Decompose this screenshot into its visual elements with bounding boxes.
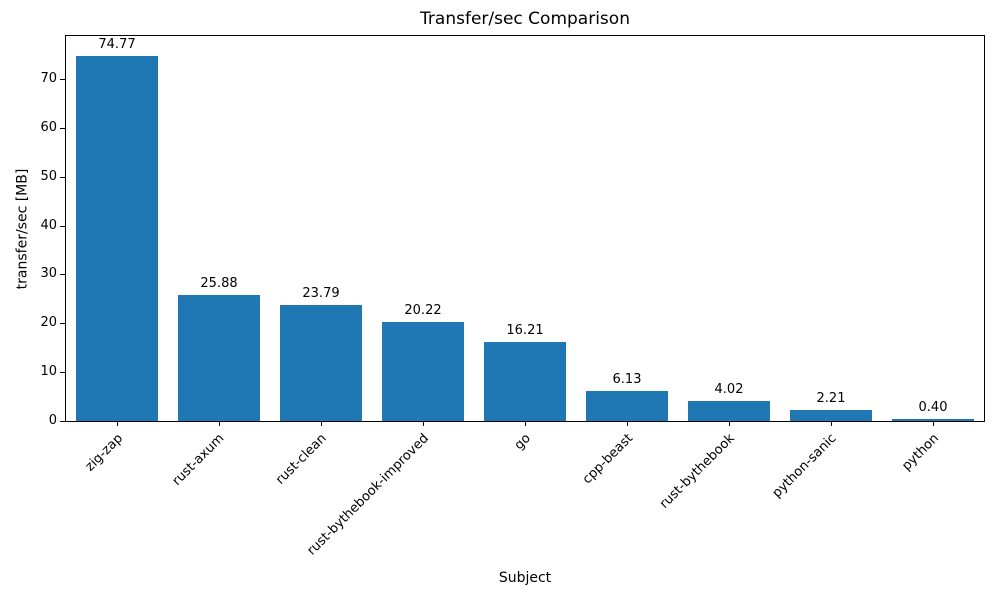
bar-value-label: 16.21 xyxy=(506,322,544,338)
bar-value-label: 0.40 xyxy=(918,400,948,416)
x-tick-label: go xyxy=(511,431,534,454)
y-tick-label: 60 xyxy=(40,119,57,135)
x-tick-label: rust-bythebook xyxy=(656,431,738,512)
bar-rust-clean xyxy=(280,304,362,421)
x-tick-mark xyxy=(525,421,526,426)
y-tick-label: 20 xyxy=(40,315,57,331)
bar-value-label: 6.13 xyxy=(612,372,642,388)
y-tick-mark xyxy=(60,176,65,178)
x-tick-mark xyxy=(627,421,628,426)
y-tick-mark xyxy=(60,225,65,227)
x-tick-mark xyxy=(117,421,118,426)
bar-value-label: 25.88 xyxy=(200,275,238,291)
y-tick-mark xyxy=(60,421,65,422)
y-tick-mark xyxy=(60,372,65,374)
bar-value-label: 23.79 xyxy=(302,285,340,301)
x-tick-label: cpp-beast xyxy=(579,431,636,488)
y-tick-mark xyxy=(60,323,65,325)
bar-cpp-beast xyxy=(586,391,668,421)
bar-rust-bythebook xyxy=(688,401,770,421)
y-tick-label: 50 xyxy=(40,168,57,184)
bar-zig-zap xyxy=(76,55,158,421)
y-axis-label-area: transfer/sec [MB] xyxy=(0,35,44,422)
x-tick-label: python xyxy=(898,431,942,474)
bar-value-label: 2.21 xyxy=(816,391,846,407)
y-axis-label: transfer/sec [MB] xyxy=(14,168,31,289)
x-tick-mark xyxy=(219,421,220,426)
bar-python-sanic xyxy=(790,410,872,421)
bar-value-label: 20.22 xyxy=(404,303,442,319)
x-tick-mark xyxy=(831,421,832,426)
y-tick-label: 0 xyxy=(48,413,57,428)
x-tick-mark xyxy=(321,421,322,426)
x-tick-label: zig-zap xyxy=(82,431,126,475)
y-tick-mark xyxy=(60,274,65,276)
y-tick-mark xyxy=(60,127,65,129)
bar-python xyxy=(892,419,974,421)
bar-value-label: 74.77 xyxy=(98,36,136,52)
bar-rust-bythebook-improved xyxy=(382,322,464,421)
x-tick-mark xyxy=(933,421,934,426)
x-tick-label: rust-clean xyxy=(272,431,330,488)
bar-go xyxy=(484,341,566,421)
y-tick-label: 30 xyxy=(40,266,57,282)
y-tick-label: 10 xyxy=(40,364,57,380)
y-tick-mark xyxy=(60,78,65,80)
x-tick-mark xyxy=(729,421,730,426)
bar-rust-axum xyxy=(178,294,260,421)
y-tick-label: 40 xyxy=(40,217,57,233)
x-axis-label: Subject xyxy=(498,570,552,586)
chart-title: Transfer/sec Comparison xyxy=(420,9,630,29)
plot-area: 0 10 20 30 40 50 60 70 74.77 zig-zap 25.88 rust-axu… xyxy=(40,35,985,558)
x-tick-label: rust-axum xyxy=(169,431,228,489)
y-tick-label: 70 xyxy=(40,70,57,86)
bar-value-label: 4.02 xyxy=(714,382,744,398)
x-tick-mark xyxy=(423,421,424,426)
x-tick-label: python-sanic xyxy=(769,431,840,501)
x-tick-label: rust-bythebook-improved xyxy=(304,431,432,559)
